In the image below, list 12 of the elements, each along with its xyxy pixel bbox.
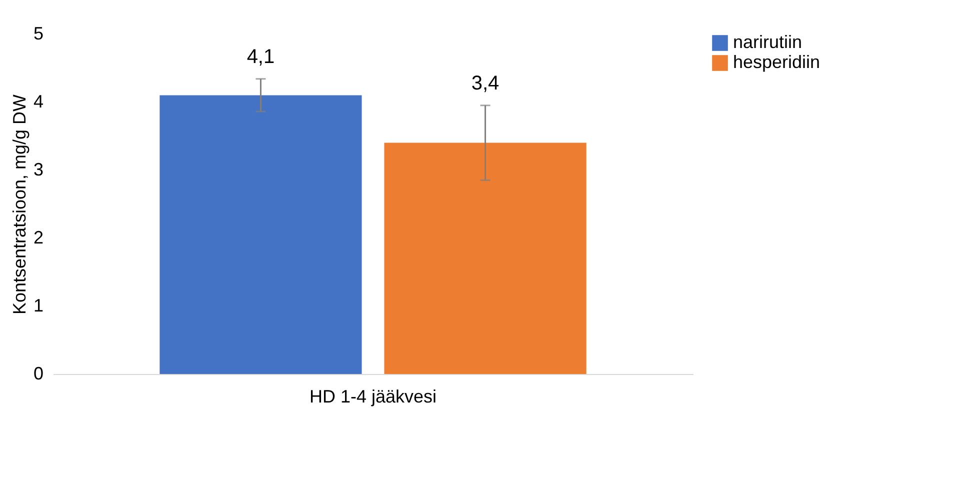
y-axis-title: Kontsentratsioon, mg/g DW <box>9 94 30 315</box>
legend-label: hesperidiin <box>733 52 820 72</box>
data-label: 4,1 <box>246 46 275 68</box>
legend-label: narirutiin <box>733 32 802 52</box>
y-tick-label: 3 <box>33 160 44 180</box>
y-tick-label: 4 <box>33 92 44 112</box>
y-tick-label: 1 <box>33 296 44 316</box>
y-tick-label: 5 <box>33 24 44 44</box>
data-label: 3,4 <box>471 72 500 94</box>
x-tick-label: HD 1-4 jääkvesi <box>309 386 437 406</box>
y-tick-label: 2 <box>33 228 44 248</box>
y-tick-label: 0 <box>33 364 44 384</box>
